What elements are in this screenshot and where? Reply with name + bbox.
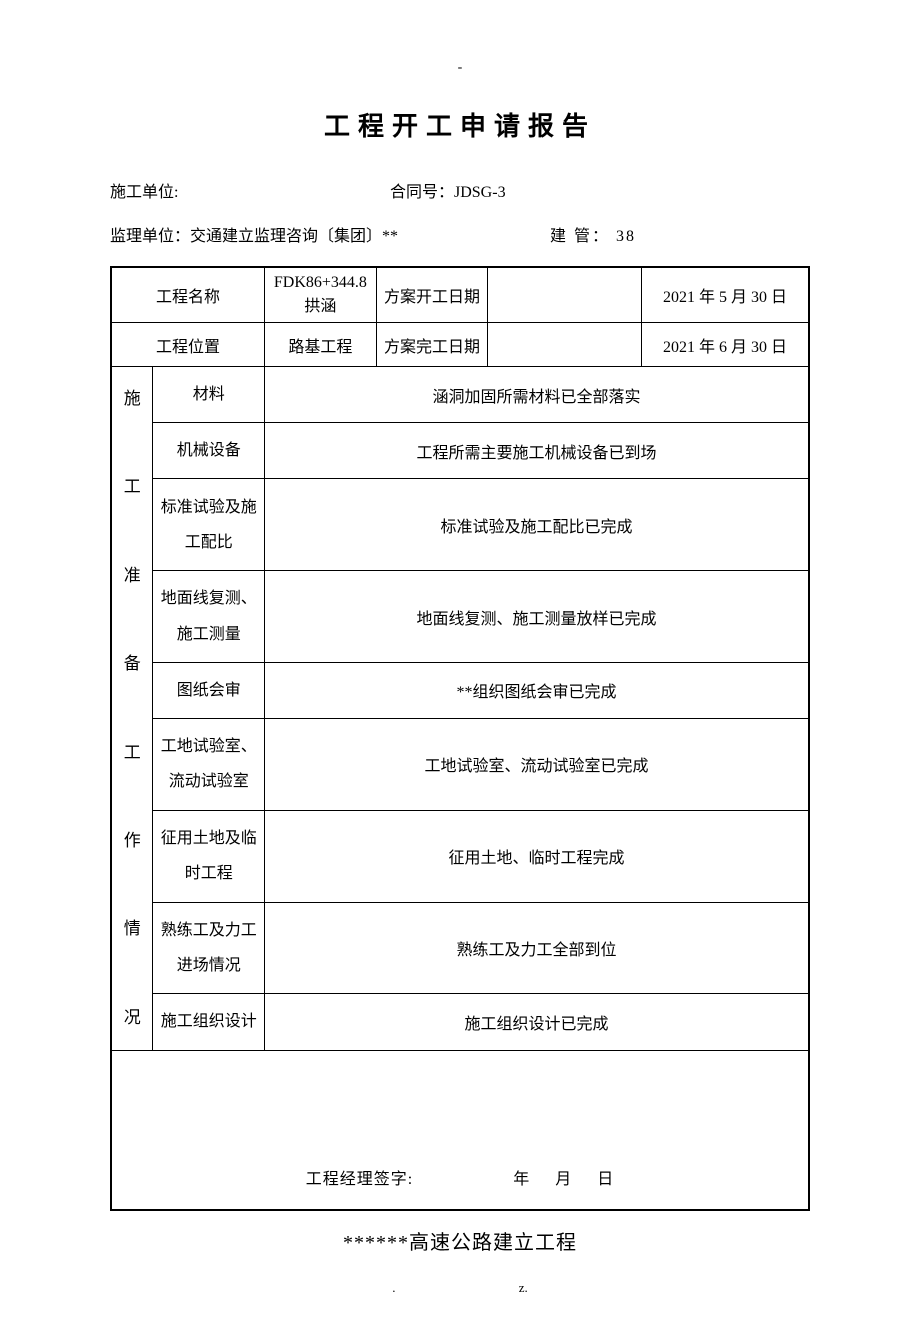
table-row: 工程位置 路基工程 方案完工日期 2021 年 6 月 30 日: [111, 323, 809, 367]
section-label: 熟练工及力工进场情况: [153, 902, 265, 994]
jianguan-label: 建 管： 38: [550, 222, 730, 246]
section-label: 材料: [153, 367, 265, 423]
section-label: 征用土地及临时工程: [153, 810, 265, 902]
contract-label: 合同号：JDSG-3: [390, 178, 810, 202]
section-label: 标准试验及施工配比: [153, 479, 265, 571]
table-row: 标准试验及施工配比 标准试验及施工配比已完成: [111, 479, 809, 571]
table-row: 图纸会审 **组织图纸会审已完成: [111, 662, 809, 718]
section-content: 熟练工及力工全部到位: [265, 902, 809, 994]
project-name-label: 工程名称: [111, 267, 265, 323]
section-label: 工地试验室、流动试验室: [153, 719, 265, 811]
signature-cell: 工程经理签字: 年 月 日: [111, 1050, 809, 1210]
meta-row-2: 监理单位：交通建立监理咨询〔集团〕** 建 管： 38: [110, 222, 810, 246]
signature-row: 工程经理签字: 年 月 日: [111, 1050, 809, 1210]
table-row: 地面线复测、施工测量 地面线复测、施工测量放样已完成: [111, 571, 809, 663]
manager-sign-label: 工程经理签字:: [306, 1171, 413, 1188]
section-content: 标准试验及施工配比已完成: [265, 479, 809, 571]
section-content: 工地试验室、流动试验室已完成: [265, 719, 809, 811]
section-content: 地面线复测、施工测量放样已完成: [265, 571, 809, 663]
main-table: 工程名称 FDK86+344.8拱涵 方案开工日期 2021 年 5 月 30 …: [110, 266, 810, 1211]
plan-end-date: 2021 年 6 月 30 日: [641, 323, 809, 367]
date-month: 月: [555, 1171, 572, 1188]
plan-start-date: 2021 年 5 月 30 日: [641, 267, 809, 323]
table-row: 机械设备 工程所需主要施工机械设备已到场: [111, 423, 809, 479]
table-row: 征用土地及临时工程 征用土地、临时工程完成: [111, 810, 809, 902]
section-content: **组织图纸会审已完成: [265, 662, 809, 718]
footer-mark-left: .: [392, 1280, 395, 1295]
section-content: 征用土地、临时工程完成: [265, 810, 809, 902]
dash-top: -: [110, 60, 810, 76]
section-content: 施工组织设计已完成: [265, 994, 809, 1051]
plan-start-value: [488, 267, 642, 323]
date-year: 年: [513, 1171, 530, 1188]
plan-end-value: [488, 323, 642, 367]
date-day: 日: [597, 1171, 614, 1188]
table-row: 工地试验室、流动试验室 工地试验室、流动试验室已完成: [111, 719, 809, 811]
plan-start-label: 方案开工日期: [376, 267, 488, 323]
section-label: 地面线复测、施工测量: [153, 571, 265, 663]
section-label: 图纸会审: [153, 662, 265, 718]
table-row: 工程名称 FDK86+344.8拱涵 方案开工日期 2021 年 5 月 30 …: [111, 267, 809, 323]
section-content: 涵洞加固所需材料已全部落实: [265, 367, 809, 423]
vertical-section-label: 施工准备工作情况: [111, 367, 153, 1051]
table-row: 施工组织设计 施工组织设计已完成: [111, 994, 809, 1051]
section-label: 施工组织设计: [153, 994, 265, 1051]
table-row: 熟练工及力工进场情况 熟练工及力工全部到位: [111, 902, 809, 994]
document-title: 工程开工申请报告: [110, 106, 810, 143]
meta-row-1: 施工单位: 合同号：JDSG-3: [110, 178, 810, 202]
section-label: 机械设备: [153, 423, 265, 479]
construction-unit-label: 施工单位:: [110, 178, 390, 202]
table-row: 施工准备工作情况 材料 涵洞加固所需材料已全部落实: [111, 367, 809, 423]
project-location-label: 工程位置: [111, 323, 265, 367]
project-name-value: FDK86+344.8拱涵: [265, 267, 377, 323]
plan-end-label: 方案完工日期: [376, 323, 488, 367]
footer-marks: . z.: [110, 1280, 810, 1296]
section-content: 工程所需主要施工机械设备已到场: [265, 423, 809, 479]
project-location-value: 路基工程: [265, 323, 377, 367]
footer-title: ******高速公路建立工程: [110, 1226, 810, 1255]
supervision-label: 监理单位：交通建立监理咨询〔集团〕**: [110, 222, 550, 246]
footer-mark-right: z.: [519, 1280, 528, 1295]
